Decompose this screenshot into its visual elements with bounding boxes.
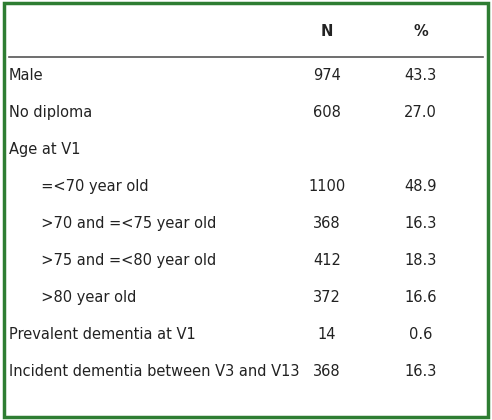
Text: 16.3: 16.3 xyxy=(404,364,437,379)
Text: 974: 974 xyxy=(313,68,341,83)
Text: 16.3: 16.3 xyxy=(404,216,437,231)
Text: Prevalent dementia at V1: Prevalent dementia at V1 xyxy=(9,327,196,342)
Text: 412: 412 xyxy=(313,253,341,268)
Text: 14: 14 xyxy=(318,327,337,342)
Text: >80 year old: >80 year old xyxy=(32,290,136,305)
Text: 27.0: 27.0 xyxy=(404,105,437,120)
Text: 368: 368 xyxy=(313,216,341,231)
Text: 18.3: 18.3 xyxy=(404,253,437,268)
Text: >70 and =<75 year old: >70 and =<75 year old xyxy=(32,216,216,231)
Text: 368: 368 xyxy=(313,364,341,379)
Text: Incident dementia between V3 and V13: Incident dementia between V3 and V13 xyxy=(9,364,299,379)
Text: 372: 372 xyxy=(313,290,341,305)
Text: N: N xyxy=(321,24,334,39)
Text: Age at V1: Age at V1 xyxy=(9,142,80,157)
Text: No diploma: No diploma xyxy=(9,105,92,120)
Text: 48.9: 48.9 xyxy=(404,179,437,194)
Text: %: % xyxy=(413,24,428,39)
Text: 16.6: 16.6 xyxy=(404,290,437,305)
Text: 43.3: 43.3 xyxy=(404,68,437,83)
Text: =<70 year old: =<70 year old xyxy=(32,179,149,194)
Text: 0.6: 0.6 xyxy=(409,327,432,342)
FancyBboxPatch shape xyxy=(4,3,488,417)
Text: >75 and =<80 year old: >75 and =<80 year old xyxy=(32,253,216,268)
Text: 608: 608 xyxy=(313,105,341,120)
Text: Male: Male xyxy=(9,68,43,83)
Text: 1100: 1100 xyxy=(308,179,346,194)
